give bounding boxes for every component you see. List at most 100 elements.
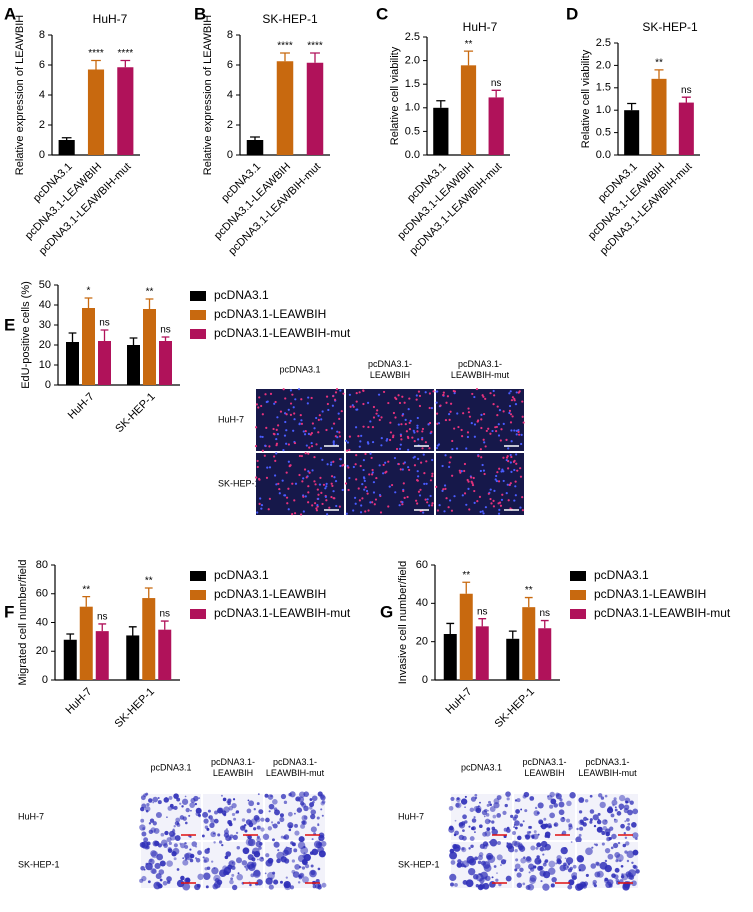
bar bbox=[79, 606, 93, 680]
cell-dot bbox=[262, 833, 270, 840]
cell-dot bbox=[479, 510, 482, 513]
cell-dot bbox=[331, 404, 334, 407]
cell-dot bbox=[313, 427, 316, 430]
cell-dot bbox=[480, 456, 483, 459]
cell-dot bbox=[608, 883, 613, 888]
cell-dot bbox=[211, 860, 214, 863]
x-tick-label: HuH-7 bbox=[443, 686, 474, 717]
cell-dot bbox=[401, 412, 405, 416]
cell-dot bbox=[409, 419, 412, 423]
legend-swatch bbox=[190, 329, 206, 339]
cell-dot bbox=[474, 793, 478, 797]
cell-dot bbox=[555, 793, 562, 800]
cell-dot bbox=[279, 410, 283, 413]
cell-dot bbox=[317, 791, 323, 797]
cell-dot bbox=[257, 858, 259, 861]
cell-dot bbox=[618, 803, 625, 810]
cell-dot bbox=[352, 509, 355, 512]
cell-dot bbox=[318, 850, 326, 858]
cell-dot bbox=[319, 793, 325, 799]
cell-dot bbox=[162, 880, 168, 886]
cell-dot bbox=[449, 402, 453, 405]
cell-dot bbox=[360, 434, 363, 437]
cell-dot bbox=[274, 809, 280, 816]
cell-dot bbox=[256, 459, 259, 463]
cell-dot bbox=[150, 868, 157, 874]
cell-dot bbox=[298, 454, 302, 458]
cell-dot bbox=[298, 473, 301, 477]
cell-dot bbox=[496, 854, 503, 861]
cell-dot bbox=[499, 439, 502, 442]
cell-dot bbox=[510, 455, 513, 459]
cell-dot bbox=[181, 798, 189, 805]
cell-dot bbox=[510, 429, 513, 432]
cell-dot bbox=[492, 403, 495, 406]
cell-dot bbox=[189, 858, 194, 863]
cell-dot bbox=[521, 415, 524, 418]
cell-dot bbox=[265, 400, 268, 404]
cell-dot bbox=[625, 825, 631, 831]
cell-dot bbox=[493, 865, 497, 868]
cell-dot bbox=[498, 467, 501, 470]
cell-dot bbox=[308, 471, 311, 474]
cell-dot bbox=[225, 851, 232, 857]
error-bar bbox=[627, 102, 637, 111]
cell-dot bbox=[316, 488, 319, 491]
cell-dot bbox=[299, 791, 306, 798]
cell-dot bbox=[352, 405, 355, 408]
cell-dot bbox=[460, 863, 465, 868]
cell-dot bbox=[285, 471, 288, 474]
cell-dot bbox=[307, 491, 310, 494]
cell-dot bbox=[530, 845, 536, 851]
cell-dot bbox=[287, 487, 290, 490]
cell-dot bbox=[342, 463, 345, 466]
cell-dot bbox=[620, 874, 625, 879]
y-tick-label: 60 bbox=[416, 559, 428, 571]
cell-dot bbox=[309, 806, 313, 810]
cell-dot bbox=[285, 442, 288, 445]
panel-label: E bbox=[4, 315, 15, 334]
cell-dot bbox=[593, 884, 597, 888]
cell-dot bbox=[228, 860, 236, 868]
legend-swatch bbox=[190, 310, 206, 320]
cell-dot bbox=[318, 483, 322, 486]
cell-dot bbox=[317, 867, 321, 871]
cell-dot bbox=[401, 503, 404, 506]
cell-dot bbox=[478, 824, 483, 829]
cell-dot bbox=[605, 836, 611, 842]
legend-swatch bbox=[570, 590, 586, 600]
cell-dot bbox=[495, 474, 498, 478]
cell-dot bbox=[513, 429, 516, 432]
y-tick-label: 0 bbox=[45, 379, 51, 391]
bar bbox=[159, 341, 172, 385]
cell-dot bbox=[226, 871, 230, 876]
cell-dot bbox=[311, 838, 314, 841]
cell-dot bbox=[448, 413, 451, 416]
cell-dot bbox=[368, 473, 371, 476]
cell-dot bbox=[393, 456, 397, 460]
cell-dot bbox=[405, 430, 409, 433]
cell-dot bbox=[506, 845, 508, 848]
cell-dot bbox=[513, 399, 516, 402]
cell-dot bbox=[485, 429, 488, 433]
cell-dot bbox=[354, 426, 358, 429]
error-bar bbox=[98, 623, 107, 632]
cell-dot bbox=[283, 494, 286, 497]
cell-dot bbox=[298, 836, 305, 843]
cell-dot bbox=[320, 418, 323, 421]
cell-dot bbox=[505, 458, 508, 462]
bar bbox=[127, 345, 140, 385]
cell-dot bbox=[264, 444, 267, 447]
chart-title: HuH-7 bbox=[93, 12, 128, 26]
cell-dot bbox=[148, 822, 152, 825]
cell-dot bbox=[431, 502, 434, 505]
cell-dot bbox=[518, 433, 521, 436]
cell-dot bbox=[309, 869, 317, 878]
error-bar bbox=[145, 298, 154, 309]
cell-dot bbox=[338, 435, 342, 438]
cell-dot bbox=[449, 410, 452, 413]
y-tick-label: 6 bbox=[227, 59, 233, 71]
cell-dot bbox=[293, 418, 296, 421]
cell-dot bbox=[612, 804, 615, 807]
cell-dot bbox=[600, 796, 605, 800]
